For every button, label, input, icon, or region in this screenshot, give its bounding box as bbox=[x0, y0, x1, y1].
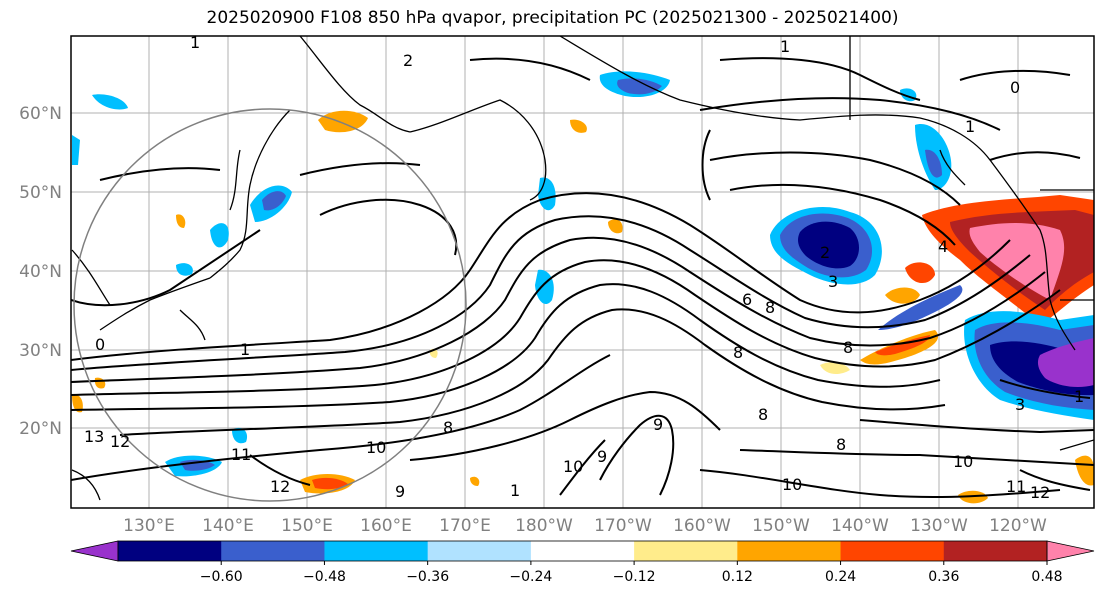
contour-label: 13 bbox=[84, 427, 104, 446]
colorbar-cell bbox=[427, 541, 532, 561]
region-outline bbox=[73, 108, 467, 502]
lat-label: 50°N bbox=[19, 183, 62, 203]
map-title: 2025020900 F108 850 hPa qvapor, precipit… bbox=[206, 8, 899, 28]
contour-label: 2 bbox=[820, 243, 830, 262]
contour-label: 12 bbox=[110, 432, 130, 451]
lat-label: 20°N bbox=[19, 419, 62, 439]
contour-label: 9 bbox=[395, 482, 405, 501]
latitude-labels: 60°N 50°N 40°N 30°N 20°N bbox=[19, 104, 62, 439]
colorbar-tick-label: −0.24 bbox=[509, 569, 552, 585]
colorbar-tick-label: −0.12 bbox=[613, 569, 656, 585]
contour-label: 6 bbox=[742, 290, 752, 309]
lon-label: 130°E bbox=[123, 516, 175, 536]
qvapor-contours bbox=[71, 57, 1094, 499]
precip-shading bbox=[72, 71, 1094, 504]
contour-label: 1 bbox=[1074, 387, 1084, 406]
colorbar-tick-label: −0.60 bbox=[200, 569, 243, 585]
lon-label: 140°E bbox=[202, 516, 254, 536]
map-frame bbox=[70, 35, 1095, 509]
colorbar-tick-label: 0.36 bbox=[928, 569, 959, 585]
colorbar-cell bbox=[530, 541, 635, 561]
contour-label: 12 bbox=[270, 477, 290, 496]
lon-label: 150°W bbox=[752, 516, 810, 536]
lat-label: 60°N bbox=[19, 104, 62, 124]
contour-label: 8 bbox=[843, 338, 853, 357]
contour-label: 8 bbox=[836, 435, 846, 454]
lon-label: 170°W bbox=[594, 516, 652, 536]
lon-label: 160°W bbox=[673, 516, 731, 536]
contour-label: 8 bbox=[443, 418, 453, 437]
coastlines bbox=[71, 36, 1094, 501]
lon-label: 130°W bbox=[910, 516, 968, 536]
colorbar-tick-label: −0.36 bbox=[406, 569, 449, 585]
colorbar-cell bbox=[634, 541, 738, 561]
colorbar-cell bbox=[943, 541, 1048, 561]
lon-label: 170°E bbox=[439, 516, 491, 536]
contour-label: 9 bbox=[653, 415, 663, 434]
contour-label: 10 bbox=[782, 475, 802, 494]
colorbar-cell bbox=[221, 541, 325, 561]
lon-label: 120°W bbox=[989, 516, 1047, 536]
contour-label: 3 bbox=[1015, 395, 1025, 414]
colorbar-extend-high bbox=[1046, 540, 1095, 562]
contour-label: 1 bbox=[780, 37, 790, 56]
contour-label: 1 bbox=[240, 340, 250, 359]
contour-label: 10 bbox=[366, 438, 386, 457]
colorbar-outline bbox=[117, 540, 1048, 562]
colorbar-tick-label: 0.24 bbox=[825, 569, 856, 585]
colorbar-extend-low bbox=[70, 540, 119, 562]
colorbar-cell bbox=[324, 541, 429, 561]
contour-label: 8 bbox=[765, 298, 775, 317]
colorbar-tick-label: 0.48 bbox=[1031, 569, 1062, 585]
colorbar-cell bbox=[737, 541, 842, 561]
lat-label: 30°N bbox=[19, 341, 62, 361]
colorbar-tick-label: −0.48 bbox=[303, 569, 346, 585]
lat-label: 40°N bbox=[19, 262, 62, 282]
contour-label: 10 bbox=[953, 452, 973, 471]
colorbar-cell bbox=[118, 541, 222, 561]
contour-label: 10 bbox=[563, 457, 583, 476]
longitude-labels: 130°E 140°E 150°E 160°E 170°E 180°W 170°… bbox=[123, 516, 1047, 536]
contour-label: 4 bbox=[938, 237, 948, 256]
colorbar-tick-label: 0.12 bbox=[722, 569, 753, 585]
contour-labels: 1 2 1 1 0 1 2 4 3 6 8 8 8 8 10 8 10 11 1… bbox=[84, 33, 1084, 502]
contour-label: 9 bbox=[597, 447, 607, 466]
lon-label: 160°E bbox=[360, 516, 412, 536]
contour-label: 0 bbox=[95, 335, 105, 354]
lon-label: 150°E bbox=[281, 516, 333, 536]
contour-label: 1 bbox=[965, 117, 975, 136]
contour-label: 1 bbox=[190, 33, 200, 52]
contour-label: 12 bbox=[1030, 483, 1050, 502]
map-panel bbox=[71, 36, 1094, 508]
colorbar: −0.60 −0.48 −0.36 −0.24 −0.12 0.12 0.24 0.36 0.4… bbox=[70, 540, 1095, 585]
contour-label: 8 bbox=[733, 343, 743, 362]
contour-label: 0 bbox=[1010, 78, 1020, 97]
contour-label: 3 bbox=[828, 272, 838, 291]
contour-label: 11 bbox=[231, 445, 251, 464]
contour-label: 11 bbox=[1006, 477, 1026, 496]
contour-label: 8 bbox=[758, 405, 768, 424]
contour-label: 2 bbox=[403, 51, 413, 70]
contour-label: 1 bbox=[510, 481, 520, 500]
colorbar-cell bbox=[840, 541, 945, 561]
lon-label: 180°W bbox=[515, 516, 573, 536]
lon-label: 140°W bbox=[831, 516, 889, 536]
